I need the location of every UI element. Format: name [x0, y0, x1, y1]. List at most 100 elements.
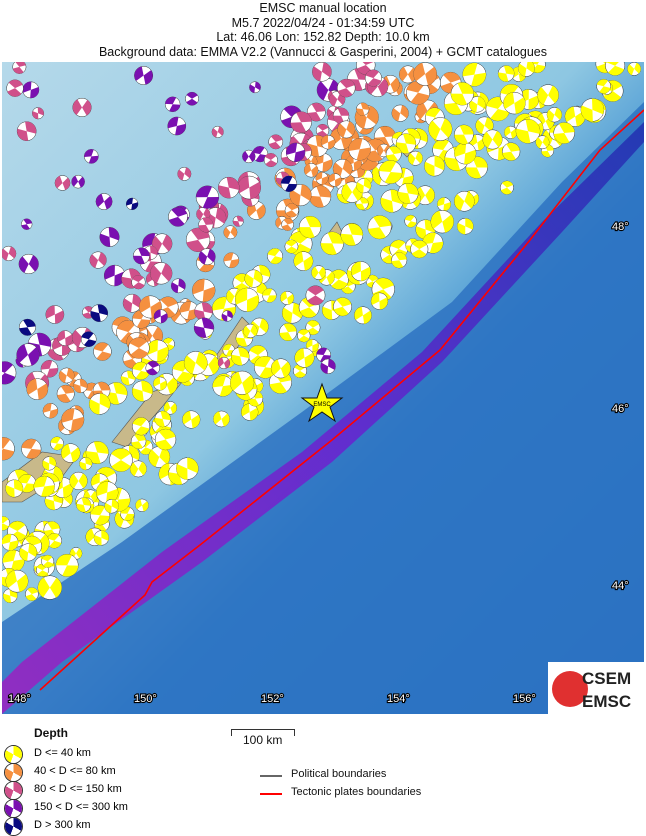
focal-mechanism	[497, 65, 515, 82]
focal-mechanism	[56, 384, 75, 403]
focal-mechanism	[580, 98, 605, 122]
focal-mechanism	[83, 149, 99, 164]
scale-label: 100 km	[243, 733, 283, 747]
focal-mechanism	[454, 124, 474, 145]
depth-label: 150 < D <= 300 km	[34, 801, 128, 813]
focal-mechanism	[198, 248, 216, 266]
focal-mechanism	[132, 247, 150, 265]
focal-mechanism	[289, 184, 312, 207]
legend-title: Depth	[34, 726, 68, 740]
focal-mechanism	[263, 153, 278, 168]
focal-mechanism	[315, 123, 330, 138]
svg-text:CSEM: CSEM	[582, 669, 631, 688]
focal-mechanism	[298, 215, 322, 239]
focal-mechanism	[244, 269, 263, 288]
tectonic-line	[260, 793, 282, 795]
focal-mechanism	[57, 330, 74, 346]
focal-mechanism	[71, 174, 85, 189]
focal-mechanism	[242, 149, 256, 164]
focal-mechanism	[182, 410, 201, 429]
focal-mechanism	[168, 207, 188, 227]
location-depth: Lat: 46.06 Lon: 152.82 Depth: 10.0 km	[216, 30, 430, 44]
focal-mechanism	[148, 446, 171, 468]
focal-mechanism	[185, 227, 211, 252]
focal-mechanism	[218, 176, 240, 199]
focal-mechanism	[294, 347, 315, 368]
focal-mechanism	[355, 197, 369, 211]
focal-mechanism	[95, 193, 113, 210]
focal-mechanism	[131, 275, 146, 290]
focal-mechanism	[337, 120, 356, 139]
focal-mechanism	[305, 339, 319, 353]
focal-mechanism	[50, 436, 64, 451]
focal-mechanism	[281, 302, 303, 324]
lat-tick: 44°	[612, 580, 629, 592]
focal-mechanism	[305, 320, 321, 336]
focal-mechanism	[89, 251, 107, 269]
focal-mechanism	[58, 367, 75, 384]
focal-mechanism	[21, 218, 33, 230]
lat-tick: 46°	[612, 403, 629, 415]
focal-mechanism	[395, 133, 417, 154]
focal-mechanism	[179, 301, 199, 321]
focal-mechanism	[150, 262, 173, 285]
focal-mechanism	[290, 111, 312, 133]
lon-tick: 156°	[513, 693, 536, 705]
focal-mechanism	[90, 304, 109, 322]
focal-mechanism	[103, 264, 126, 287]
focal-mechanism	[5, 479, 24, 498]
depth-swatch	[4, 817, 23, 836]
magnitude-time: M5.7 2022/04/24 - 01:34:59 UTC	[231, 15, 415, 30]
focal-mechanism	[499, 180, 514, 195]
focal-mechanism	[40, 360, 59, 378]
kuril-trench	[2, 122, 644, 714]
focal-mechanism	[145, 360, 160, 376]
focal-mechanism	[134, 66, 154, 85]
focal-mechanism	[281, 218, 294, 231]
focal-mechanism	[350, 261, 371, 282]
focal-mechanism	[131, 380, 153, 402]
focal-mechanism	[306, 102, 326, 122]
focal-mechanism	[406, 80, 430, 105]
focal-mechanism	[627, 62, 642, 76]
focal-mechanism	[407, 150, 423, 166]
focal-mechanism	[232, 215, 244, 227]
focal-mechanism	[280, 175, 298, 192]
focal-mechanism	[223, 225, 238, 240]
focal-mechanism	[198, 217, 214, 233]
focal-mechanism	[5, 569, 29, 593]
scale-bar	[231, 729, 295, 736]
focal-mechanism	[76, 497, 92, 513]
focal-mechanism	[154, 428, 177, 451]
focal-mechanism	[391, 104, 409, 122]
focal-mechanism	[237, 175, 262, 200]
focal-mechanism	[164, 96, 181, 113]
focal-mechanism	[469, 96, 486, 113]
focal-mechanism	[354, 306, 372, 325]
focal-mechanism	[280, 290, 295, 305]
focal-mechanism	[535, 135, 550, 150]
focal-mechanism	[167, 116, 187, 136]
focal-mechanism	[391, 252, 408, 269]
focal-mechanism	[151, 233, 173, 254]
focal-mechanism	[213, 410, 230, 428]
focal-mechanism	[454, 190, 475, 212]
focal-mechanism	[450, 82, 474, 106]
map-header: EMSC manual location M5.7 2022/04/24 - 0…	[0, 0, 646, 59]
focal-mechanism	[320, 134, 336, 150]
focal-mechanism	[2, 533, 19, 551]
focal-mechanism	[424, 155, 445, 177]
focal-mechanism	[120, 370, 136, 386]
political-label: Political boundaries	[291, 768, 387, 780]
focal-mechanism	[546, 107, 563, 123]
focal-mechanism	[596, 78, 612, 94]
focal-mechanism	[93, 530, 110, 546]
svg-text:EMSC: EMSC	[582, 692, 631, 711]
focal-mechanism	[194, 302, 213, 321]
focal-mechanism	[430, 210, 454, 234]
tectonic-plate-boundary	[39, 109, 644, 691]
focal-mechanism	[297, 328, 311, 343]
focal-mechanism	[370, 292, 389, 310]
focal-mechanism	[221, 310, 233, 322]
focal-mechanism	[285, 142, 306, 163]
